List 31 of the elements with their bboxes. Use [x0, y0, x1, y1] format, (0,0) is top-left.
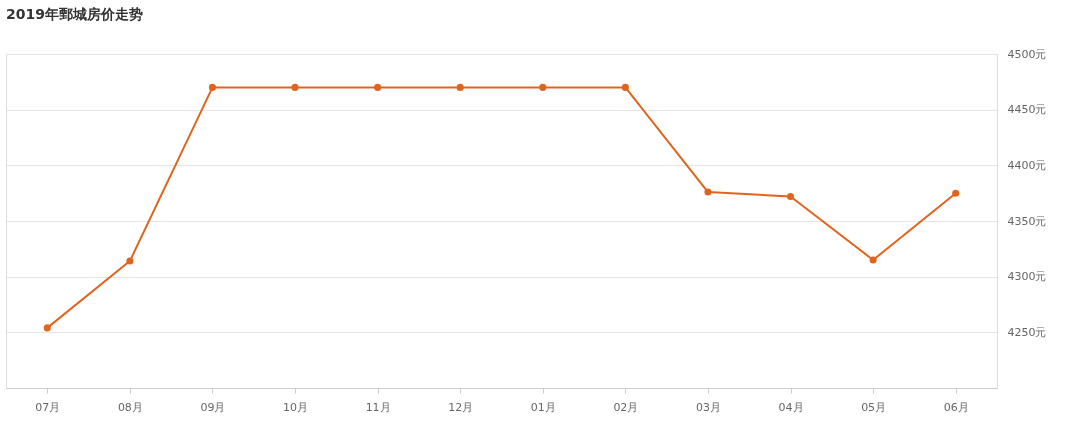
x-tick-label: 04月	[778, 400, 804, 414]
point	[787, 192, 795, 201]
point	[539, 83, 547, 91]
y-tick-label: 4250元	[1007, 325, 1047, 339]
x-tick-label: 07月	[35, 400, 61, 414]
point	[43, 324, 51, 332]
point	[704, 188, 712, 196]
point	[869, 256, 877, 264]
y-tick-label: 4400元	[1007, 158, 1047, 172]
y-tick-label: 4350元	[1007, 214, 1047, 228]
x-tick-label: 06月	[943, 400, 969, 414]
point	[952, 189, 960, 197]
y-tick-label: 4500元	[1007, 47, 1047, 61]
y-tick-label: 4300元	[1007, 270, 1047, 284]
x-tick-label: 12月	[448, 400, 474, 414]
point	[126, 257, 134, 265]
x-tick-label: 02月	[613, 400, 639, 414]
x-tick-label: 03月	[695, 400, 721, 414]
point	[208, 83, 216, 91]
x-tick-label: 05月	[861, 400, 887, 414]
chart-title: 2019年鄄城房价走势	[6, 6, 143, 22]
point	[374, 83, 382, 91]
x-tick-label: 08月	[117, 400, 143, 414]
x-tick-label: 11月	[365, 400, 391, 414]
x-tick-label: 09月	[200, 400, 226, 414]
x-tick-label: 10月	[283, 400, 309, 414]
x-tick-label: 01月	[530, 400, 556, 414]
point	[621, 83, 629, 91]
y-tick-label: 4450元	[1007, 103, 1047, 117]
point	[291, 83, 299, 91]
point	[456, 83, 464, 91]
